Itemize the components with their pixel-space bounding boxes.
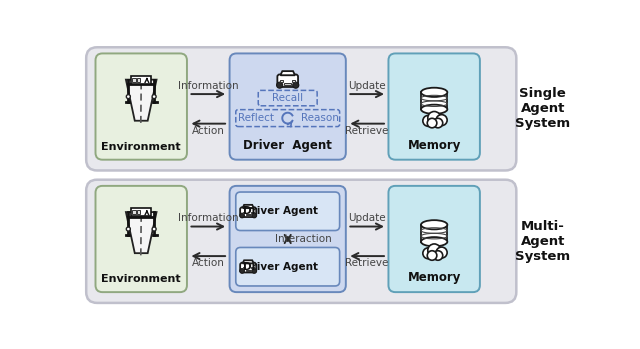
Text: Reason: Reason: [301, 113, 339, 123]
FancyBboxPatch shape: [240, 263, 256, 273]
Circle shape: [433, 251, 443, 260]
Text: Memory: Memory: [408, 272, 461, 284]
Polygon shape: [126, 212, 157, 253]
Text: Reflect: Reflect: [238, 113, 274, 123]
FancyBboxPatch shape: [230, 53, 346, 160]
FancyBboxPatch shape: [230, 186, 346, 292]
Bar: [246, 270, 251, 271]
Circle shape: [152, 95, 156, 99]
Text: Action: Action: [192, 258, 225, 268]
Circle shape: [126, 227, 131, 231]
Text: Environment: Environment: [101, 142, 181, 152]
Polygon shape: [243, 205, 253, 208]
Ellipse shape: [421, 237, 447, 246]
Polygon shape: [243, 260, 253, 263]
Circle shape: [292, 82, 299, 88]
Text: Driver  Agent: Driver Agent: [243, 139, 332, 152]
Text: Recall: Recall: [272, 93, 303, 103]
Bar: [252, 267, 253, 268]
Polygon shape: [126, 80, 157, 121]
Bar: [243, 267, 245, 268]
Bar: [131, 208, 151, 216]
Text: Driver Agent: Driver Agent: [243, 262, 318, 272]
Text: Information: Information: [178, 214, 239, 223]
Circle shape: [152, 227, 156, 231]
Circle shape: [240, 269, 244, 273]
FancyBboxPatch shape: [236, 247, 340, 286]
Bar: [421, 225, 447, 242]
Text: Retrieve: Retrieve: [346, 258, 389, 268]
FancyBboxPatch shape: [86, 47, 516, 170]
Bar: [292, 80, 295, 82]
Text: Update: Update: [348, 81, 386, 91]
Circle shape: [240, 213, 244, 218]
Bar: [131, 76, 151, 84]
Text: Single
Agent
System: Single Agent System: [515, 87, 570, 131]
Bar: [132, 210, 136, 214]
Bar: [137, 210, 140, 214]
Circle shape: [423, 116, 434, 126]
Text: Multi-
Agent
System: Multi- Agent System: [515, 220, 570, 263]
Bar: [132, 78, 136, 82]
FancyBboxPatch shape: [388, 186, 480, 292]
FancyBboxPatch shape: [388, 53, 480, 160]
Circle shape: [428, 118, 437, 128]
Bar: [243, 211, 245, 213]
Circle shape: [126, 95, 131, 99]
Text: Action: Action: [192, 126, 225, 136]
Circle shape: [252, 269, 257, 273]
Polygon shape: [280, 71, 295, 75]
Text: Information: Information: [178, 81, 239, 91]
Text: Driver Agent: Driver Agent: [243, 206, 318, 216]
Circle shape: [436, 247, 447, 258]
Bar: [246, 214, 251, 215]
Bar: [252, 211, 253, 213]
Ellipse shape: [421, 88, 447, 97]
Bar: [421, 92, 447, 109]
Ellipse shape: [421, 105, 447, 114]
Circle shape: [433, 118, 443, 128]
Text: Update: Update: [348, 214, 386, 223]
FancyBboxPatch shape: [86, 180, 516, 303]
Circle shape: [276, 82, 283, 88]
Bar: [284, 83, 291, 85]
Circle shape: [436, 114, 447, 126]
Text: Environment: Environment: [101, 274, 181, 284]
FancyBboxPatch shape: [95, 53, 187, 160]
Bar: [137, 78, 140, 82]
FancyBboxPatch shape: [236, 192, 340, 231]
Text: Memory: Memory: [408, 139, 461, 152]
Text: Interaction: Interaction: [275, 234, 332, 244]
FancyBboxPatch shape: [277, 74, 298, 87]
FancyBboxPatch shape: [240, 207, 256, 217]
FancyBboxPatch shape: [95, 186, 187, 292]
Circle shape: [423, 248, 434, 259]
Circle shape: [428, 111, 441, 124]
Circle shape: [428, 244, 441, 257]
Bar: [280, 80, 284, 82]
Circle shape: [252, 213, 257, 218]
Ellipse shape: [421, 220, 447, 229]
Text: Retrieve: Retrieve: [346, 126, 389, 136]
Circle shape: [428, 251, 437, 260]
